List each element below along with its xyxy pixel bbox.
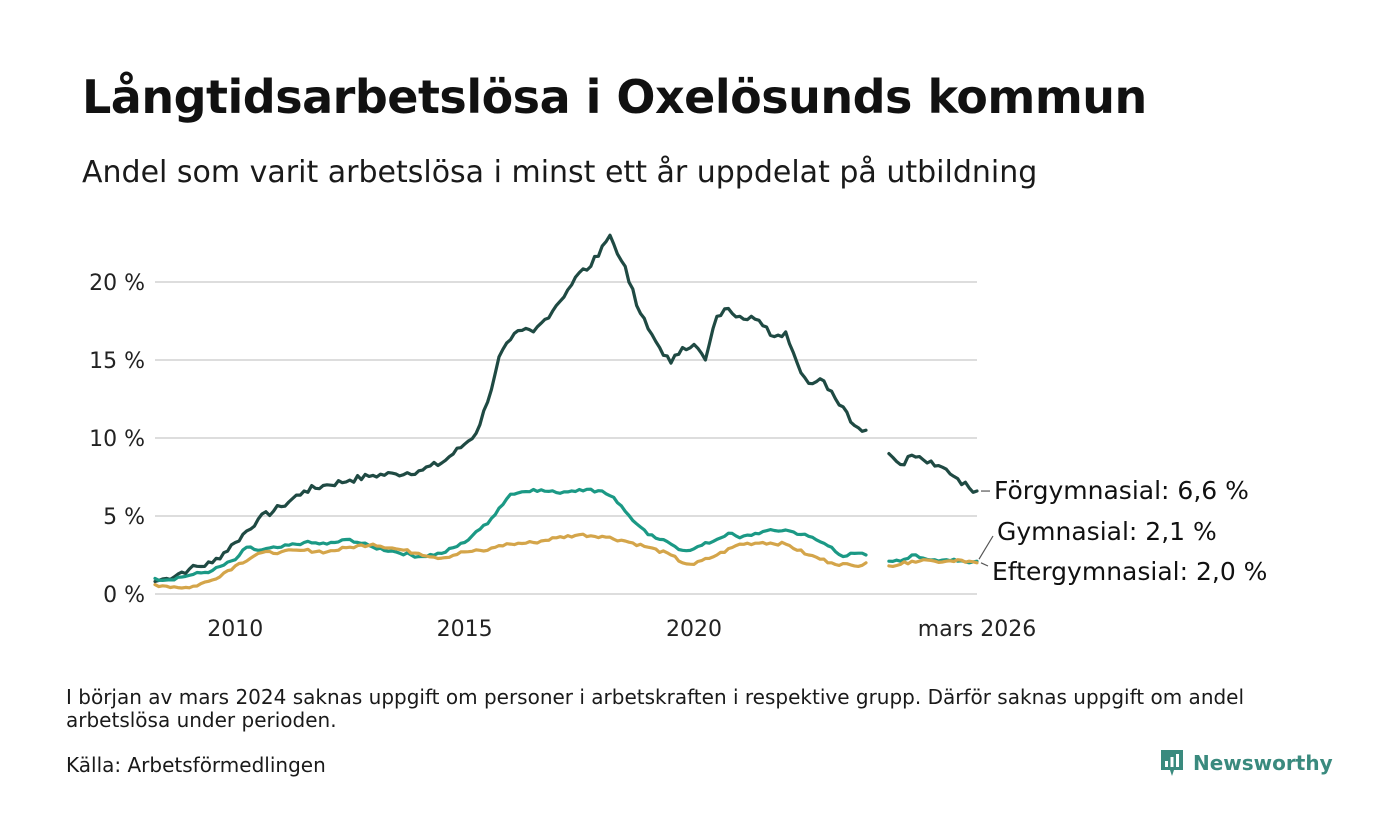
y-tick-label: 0 % <box>103 583 145 608</box>
y-tick-label: 15 % <box>89 349 145 374</box>
x-tick-label: 2020 <box>666 617 722 642</box>
series-line-förgymnasial <box>887 452 979 494</box>
series-line-gymnasial <box>153 487 868 582</box>
series-end-label-förgymnasial: Förgymnasial: 6,6 % <box>994 476 1249 505</box>
line-chart: 0 % 5 % 10 % 15 % 20 % 2010 2015 2020 mars 2026… <box>89 233 1267 642</box>
series-lines <box>153 233 979 590</box>
series-line-eftergymnasial <box>887 558 979 568</box>
chart-subtitle: Andel som varit arbetslösa i minst ett å… <box>82 155 1038 190</box>
x-axis-tick-labels: 2010 2015 2020 mars 2026 <box>207 617 1036 642</box>
newsworthy-logo-icon <box>1161 750 1183 776</box>
y-tick-label: 20 % <box>89 271 145 296</box>
y-tick-label: 5 % <box>103 505 145 530</box>
footnote: I början av mars 2024 saknas uppgift om … <box>66 685 1245 732</box>
y-axis-tick-labels: 0 % 5 % 10 % 15 % 20 % <box>89 271 145 608</box>
series-line-eftergymnasial <box>153 532 868 590</box>
chart-title: Långtidsarbetslösa i Oxelösunds kommun <box>82 70 1147 124</box>
gridlines <box>155 281 977 595</box>
label-leader-line <box>980 562 989 567</box>
series-end-labels: Förgymnasial: 6,6 % Gymnasial: 2,1 % Efter… <box>978 476 1267 586</box>
x-tick-label: 2010 <box>207 617 263 642</box>
newsworthy-logo-text: Newsworthy <box>1193 751 1333 775</box>
series-end-label-eftergymnasial: Eftergymnasial: 2,0 % <box>992 557 1267 586</box>
newsworthy-logo: Newsworthy <box>1159 748 1333 778</box>
series-end-label-gymnasial: Gymnasial: 2,1 % <box>997 517 1217 546</box>
series-line-förgymnasial <box>153 233 868 584</box>
x-tick-label: 2015 <box>437 617 493 642</box>
x-tick-label: mars 2026 <box>918 617 1036 642</box>
y-tick-label: 10 % <box>89 427 145 452</box>
source-text: Källa: Arbetsförmedlingen <box>66 753 326 777</box>
label-leader-line <box>978 535 994 560</box>
